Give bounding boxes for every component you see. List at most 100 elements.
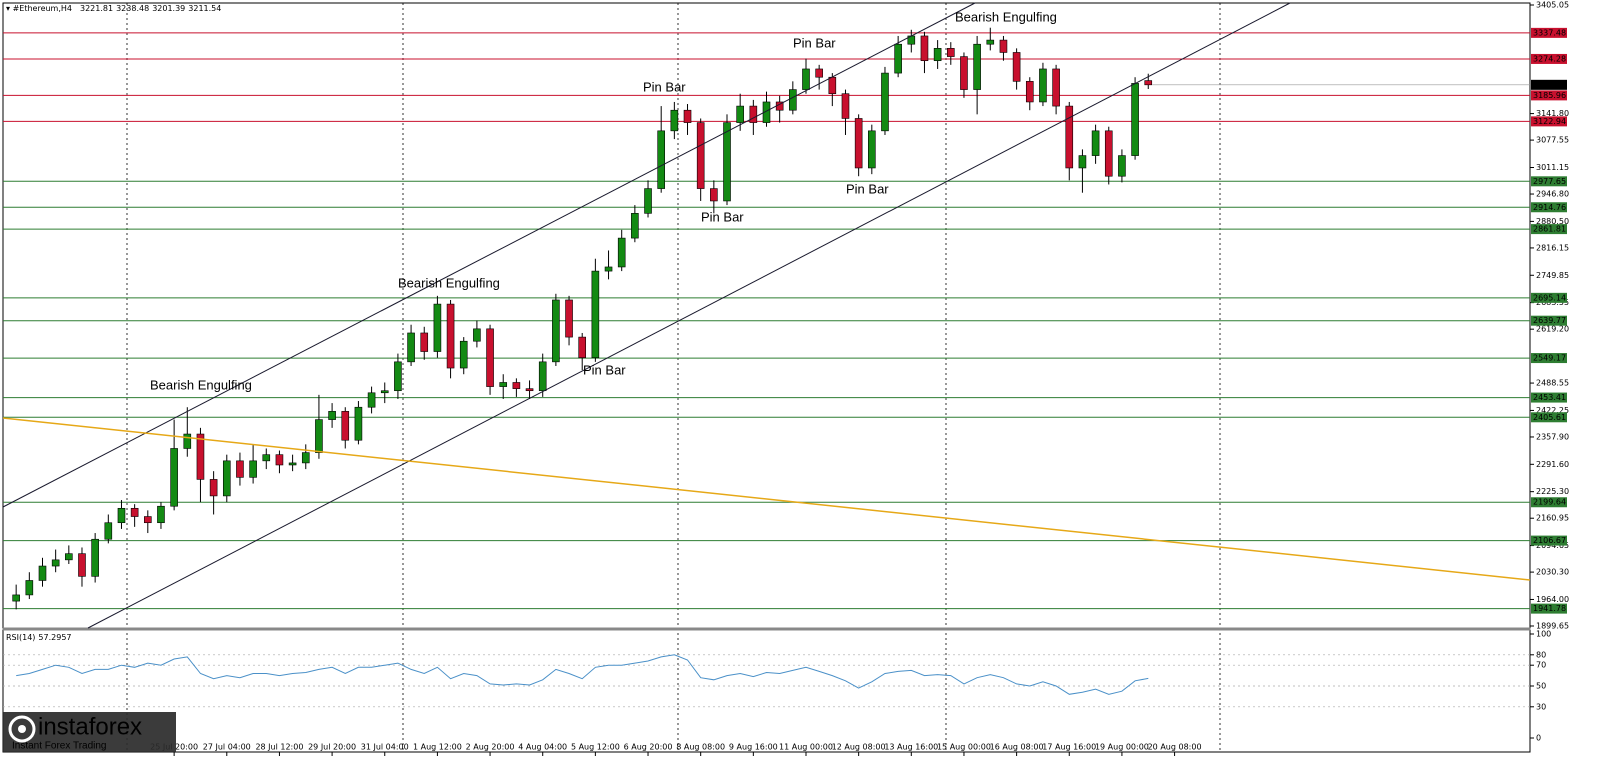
x-tick-label: 13 Aug 16:00 bbox=[884, 743, 938, 752]
rsi-tick-label: 30 bbox=[1536, 702, 1546, 711]
y-tick-label: 2422.25 bbox=[1536, 406, 1569, 415]
y-tick-label: 3405.05 bbox=[1536, 1, 1569, 10]
candle-body bbox=[762, 101, 771, 123]
x-tick-label: 15 Aug 00:00 bbox=[937, 743, 991, 752]
candle-body bbox=[473, 328, 481, 342]
candle-body bbox=[617, 237, 626, 268]
candle-body bbox=[459, 340, 468, 369]
candle-body bbox=[631, 213, 639, 239]
annotation: Pin Bar bbox=[583, 362, 626, 377]
candle-body bbox=[499, 382, 508, 387]
candle-body bbox=[1118, 155, 1126, 177]
rsi-title: RSI(14) bbox=[6, 633, 35, 642]
candle-body bbox=[736, 105, 744, 123]
level-label: 2453.41 bbox=[1533, 393, 1566, 402]
level-box bbox=[1531, 412, 1567, 423]
x-tick-label: 1 Aug 12:00 bbox=[413, 743, 462, 752]
level-label: 3122.94 bbox=[1533, 117, 1566, 126]
candle-body bbox=[420, 332, 429, 352]
candle-body bbox=[868, 130, 876, 169]
candle-body bbox=[973, 43, 981, 90]
candle-body bbox=[854, 118, 863, 169]
candle-body bbox=[802, 68, 810, 90]
brand-icon bbox=[8, 715, 36, 743]
y-tick-label: 2225.30 bbox=[1536, 487, 1569, 496]
candle-body bbox=[1091, 130, 1100, 156]
candle-body bbox=[1104, 130, 1113, 177]
candle-body bbox=[670, 109, 679, 132]
candle-body bbox=[183, 433, 192, 449]
price-label: 3211.54 bbox=[1533, 80, 1566, 89]
candle-body bbox=[815, 68, 823, 78]
x-tick-label: 28 Jul 12:00 bbox=[255, 743, 303, 752]
candle-body bbox=[104, 522, 113, 540]
candle-body bbox=[881, 72, 889, 132]
candle-body bbox=[275, 454, 284, 466]
level-box bbox=[1531, 603, 1567, 614]
arrow: ▾ bbox=[6, 4, 13, 13]
candle-body bbox=[130, 507, 139, 517]
candle-body bbox=[262, 454, 271, 462]
candle-body bbox=[170, 448, 178, 507]
rsi-tick-label: 0 bbox=[1536, 734, 1541, 743]
yellow-trendline bbox=[2, 417, 1531, 581]
candle-body bbox=[301, 452, 310, 464]
rsi-tick-label: 100 bbox=[1536, 630, 1551, 639]
annotation: Bearish Engulfing bbox=[955, 9, 1057, 24]
level-box bbox=[1531, 116, 1567, 127]
open: 3221.81 bbox=[80, 4, 113, 13]
candle-body bbox=[999, 39, 1008, 53]
channel-upper bbox=[2, 2, 976, 508]
candle-body bbox=[894, 43, 902, 74]
y-tick-label: 1964.00 bbox=[1536, 595, 1569, 604]
annotation: Pin Bar bbox=[701, 209, 744, 224]
header: ▾ #Ethereum,H4 3221.81 3238.48 3201.39 3211.… bbox=[6, 4, 221, 13]
candle-body bbox=[946, 48, 955, 57]
candle-body bbox=[552, 299, 560, 363]
rsi-line bbox=[16, 654, 1149, 695]
candle-body bbox=[920, 35, 929, 62]
candle-body bbox=[1012, 52, 1021, 82]
candle-body bbox=[144, 516, 152, 524]
level-box bbox=[1531, 27, 1567, 38]
annotation: Pin Bar bbox=[846, 181, 889, 196]
x-tick-label: 17 Aug 16:00 bbox=[1042, 743, 1096, 752]
y-tick-label: 2291.60 bbox=[1536, 460, 1569, 469]
y-tick-label: 2816.15 bbox=[1536, 243, 1569, 252]
brand-name: instaforex bbox=[38, 713, 142, 740]
x-tick-label: 8 Aug 08:00 bbox=[676, 743, 725, 752]
x-tick-label: 16 Aug 08:00 bbox=[990, 743, 1044, 752]
y-tick-label: 2946.80 bbox=[1536, 190, 1569, 199]
candle-body bbox=[1065, 105, 1074, 169]
candle-body bbox=[209, 479, 218, 497]
symbol: #Ethereum,H4 bbox=[13, 4, 72, 13]
candle-body bbox=[367, 392, 376, 408]
candle-body bbox=[1025, 81, 1034, 103]
x-tick-label: 19 Aug 00:00 bbox=[1095, 743, 1149, 752]
annotation: Bearish Engulfing bbox=[398, 275, 500, 290]
candle-body bbox=[236, 460, 244, 478]
candle-body bbox=[433, 303, 442, 352]
rsi-tick-label: 70 bbox=[1536, 661, 1546, 670]
candle-body bbox=[565, 299, 573, 338]
level-box bbox=[1531, 497, 1567, 508]
candle-body bbox=[933, 48, 942, 62]
brand-tagline: Instant Forex Trading bbox=[12, 741, 107, 752]
level-label: 3185.96 bbox=[1533, 91, 1566, 100]
candle-body bbox=[1078, 155, 1087, 169]
candle-body bbox=[91, 538, 99, 577]
candle-body bbox=[78, 553, 86, 577]
annotation: Pin Bar bbox=[643, 79, 686, 94]
panel: 3405.05 3141.80 3077.55 3011.15 2946.80 2880.… bbox=[2, 1, 1569, 756]
x-tick-label: 31 Jul 04:00 bbox=[361, 743, 409, 752]
rsi-header: RSI(14) 57.2957 bbox=[6, 633, 72, 642]
level-box bbox=[1531, 90, 1567, 101]
y-tick-label: 1899.65 bbox=[1536, 622, 1569, 631]
y-tick-label: 2357.90 bbox=[1536, 432, 1569, 441]
trendlines bbox=[2, 2, 1531, 629]
candle-body bbox=[486, 328, 494, 387]
candle-body bbox=[1131, 83, 1139, 156]
price-box bbox=[1531, 79, 1567, 90]
